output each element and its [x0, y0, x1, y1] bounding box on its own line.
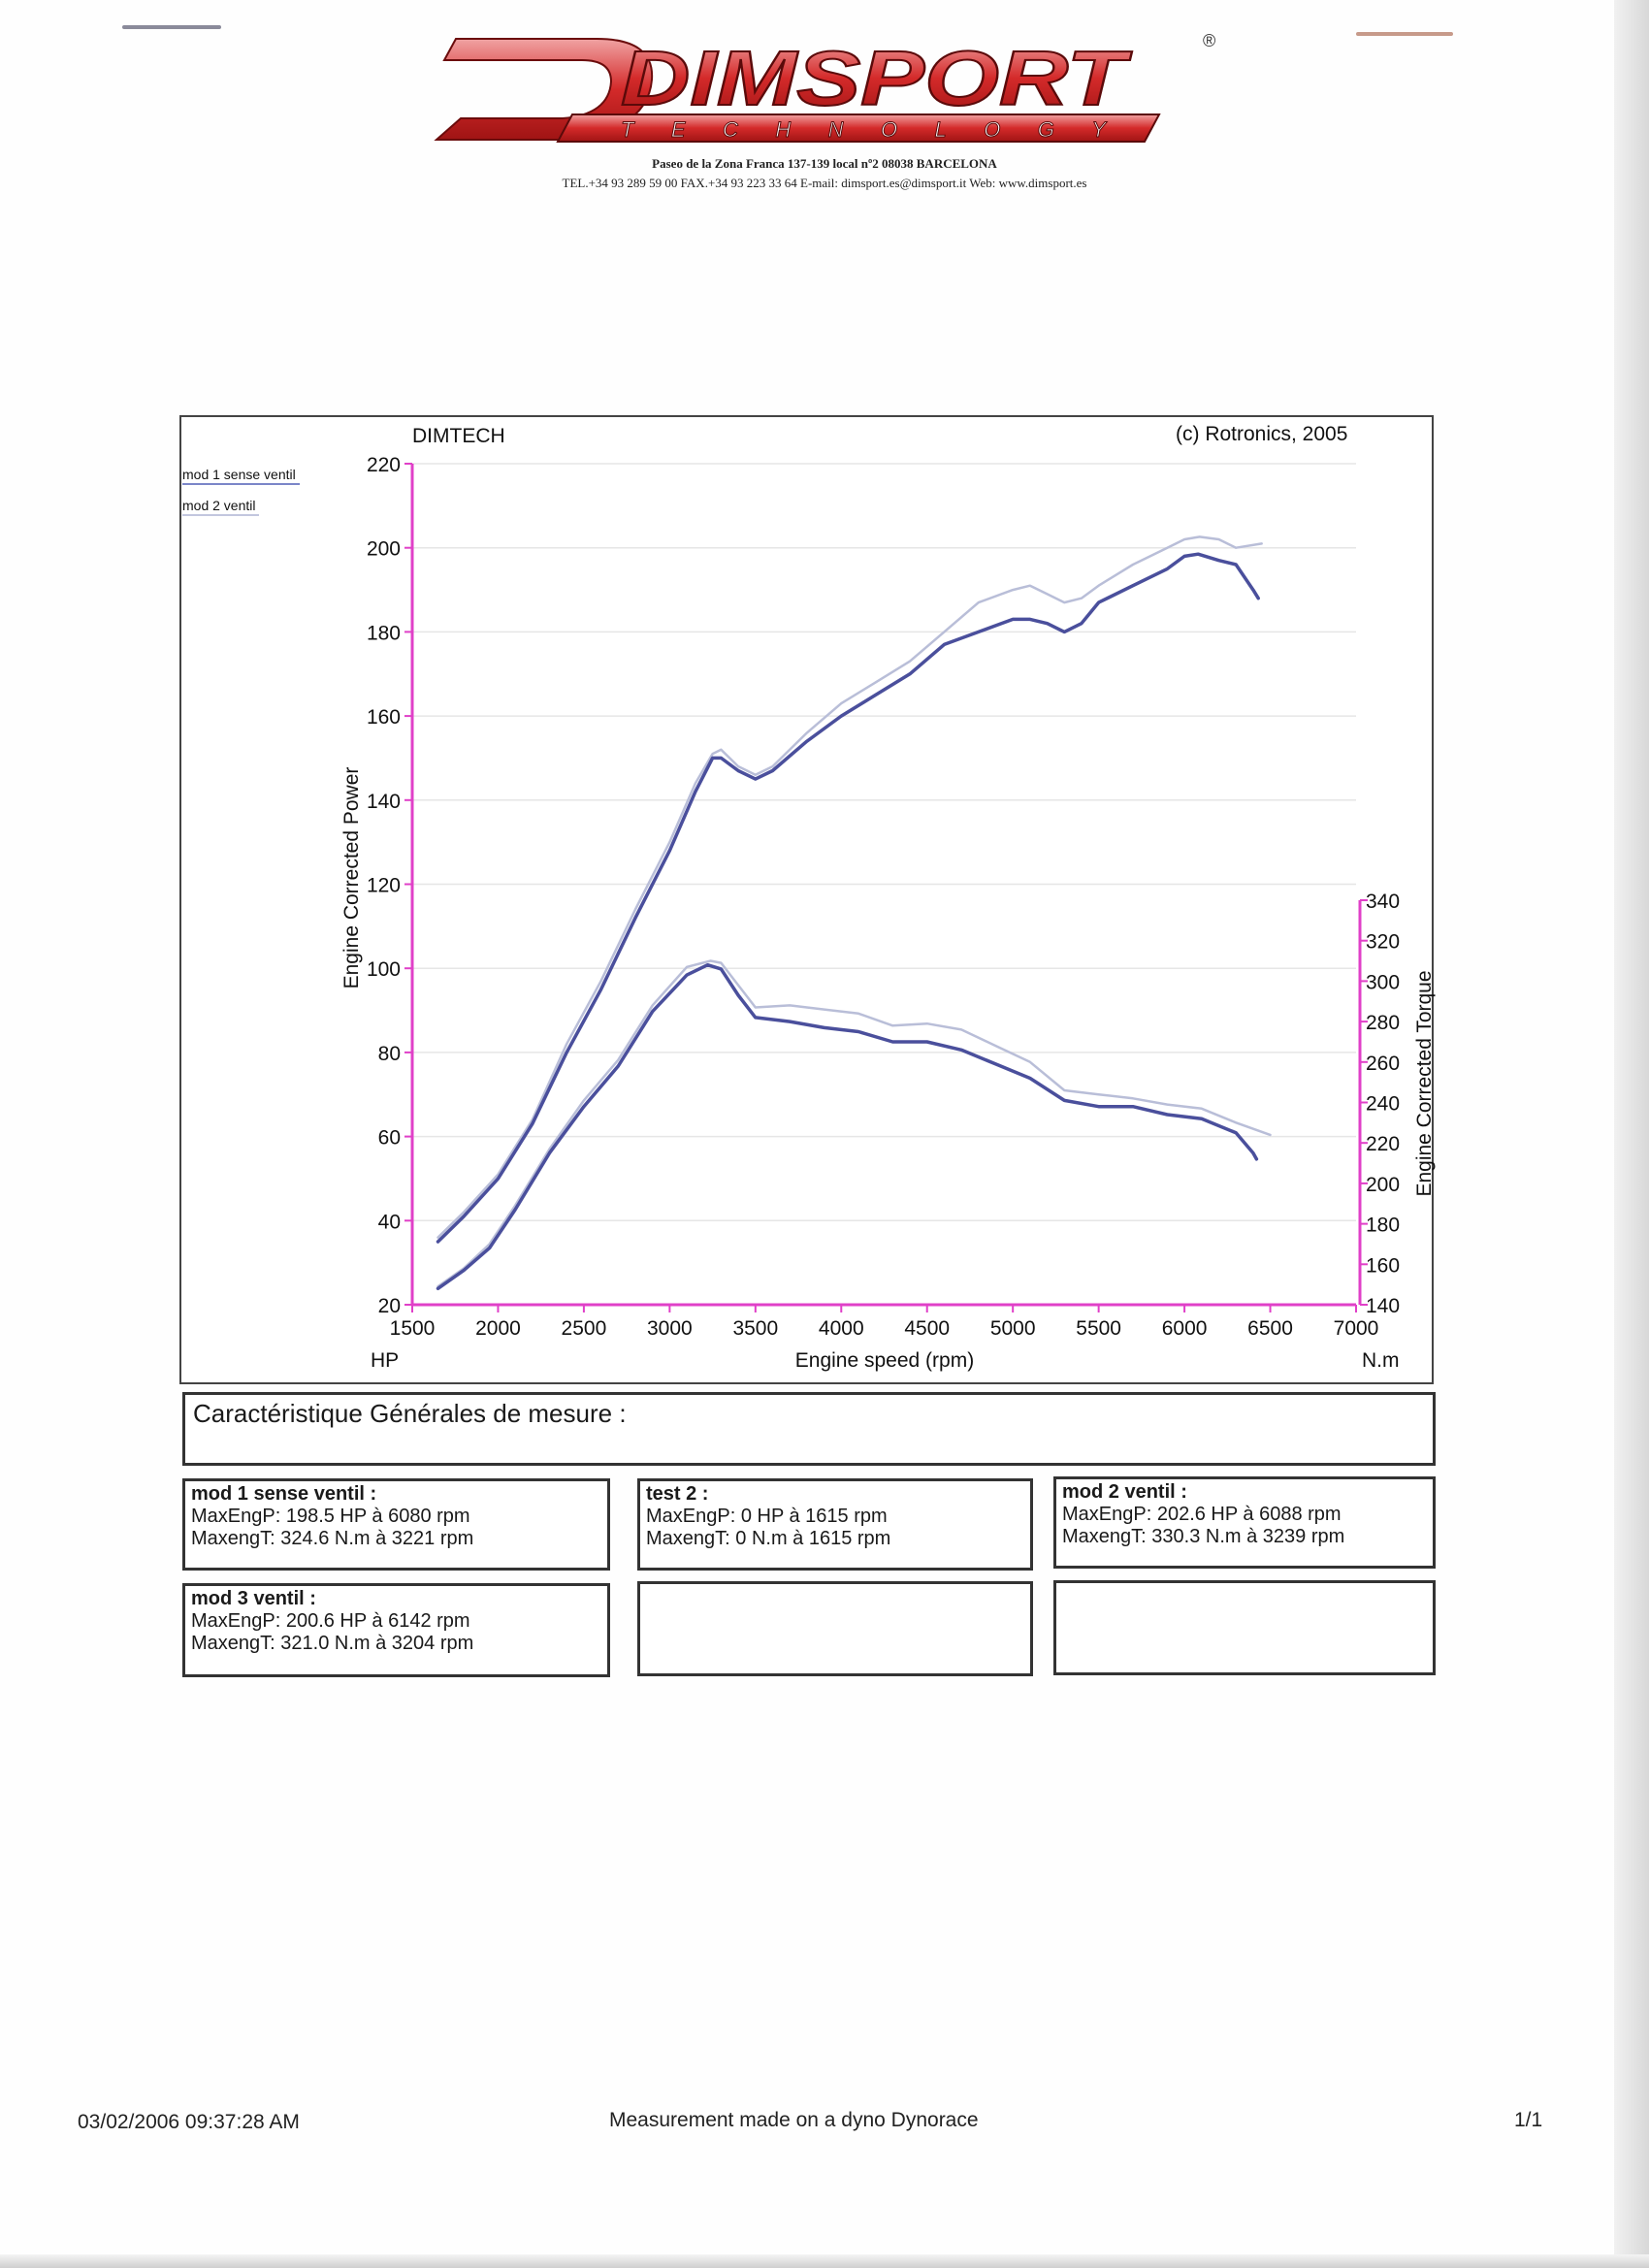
y-right-axis-title: Engine Corrected Torque	[1413, 970, 1436, 1196]
result-max-torque: MaxengT: 321.0 N.m à 3204 rpm	[191, 1633, 474, 1654]
result-max-power: MaxEngP: 200.6 HP à 6142 rpm	[191, 1610, 470, 1632]
result-box-mod1: mod 1 sense ventil : MaxEngP: 198.5 HP à…	[182, 1478, 610, 1571]
result-title: mod 1 sense ventil :	[191, 1483, 377, 1505]
scan-mark-left	[122, 25, 221, 29]
characteristics-title: Caractéristique Générales de mesure :	[193, 1399, 627, 1428]
y-right-tick-label: 200	[1366, 1174, 1400, 1196]
y-left-tick-label: 120	[367, 875, 401, 897]
address-line-2: TEL.+34 93 289 59 00 FAX.+34 93 223 33 6…	[562, 176, 1087, 190]
y-right-tick-label: 280	[1366, 1012, 1400, 1034]
result-box-mod2: mod 2 ventil : MaxEngP: 202.6 HP à 6088 …	[1053, 1476, 1436, 1569]
y-left-tick-label: 140	[367, 791, 401, 813]
result-max-power: MaxEngP: 198.5 HP à 6080 rpm	[191, 1506, 470, 1527]
series-line-power-mod1	[436, 552, 1260, 1244]
x-tick-label: 4500	[904, 1317, 950, 1340]
y-right-tick-label: 300	[1366, 971, 1400, 993]
result-max-power: MaxEngP: 0 HP à 1615 rpm	[646, 1506, 888, 1527]
y-right-tick-label: 320	[1366, 931, 1400, 954]
series-line-power-mod2	[436, 535, 1263, 1239]
result-box-test2: test 2 : MaxEngP: 0 HP à 1615 rpm Maxeng…	[637, 1478, 1033, 1571]
result-box-empty-2	[1053, 1580, 1436, 1675]
y-left-tick-label: 40	[378, 1211, 401, 1233]
y-left-tick-label: 220	[367, 454, 401, 476]
characteristics-box: Caractéristique Générales de mesure :	[182, 1392, 1436, 1466]
result-max-power: MaxEngP: 202.6 HP à 6088 rpm	[1062, 1504, 1342, 1525]
y-left-tick-label: 80	[378, 1043, 401, 1065]
result-title: mod 3 ventil :	[191, 1588, 316, 1609]
y-right-tick-label: 260	[1366, 1053, 1400, 1075]
y-right-tick-label: 220	[1366, 1133, 1400, 1155]
y-right-tick-label: 160	[1366, 1254, 1400, 1277]
y-right-tick-label: 180	[1366, 1215, 1400, 1237]
y-left-tick-label: 20	[378, 1295, 401, 1317]
scan-mark-right	[1356, 32, 1453, 36]
y-left-tick-label: 100	[367, 958, 401, 981]
y-left-tick-label: 200	[367, 538, 401, 561]
x-tick-label: 5000	[990, 1317, 1036, 1340]
result-max-torque: MaxengT: 324.6 N.m à 3221 rpm	[191, 1528, 474, 1549]
footer-datetime: 03/02/2006 09:37:28 AM	[78, 2111, 300, 2133]
series-line-torque-mod1	[436, 962, 1259, 1291]
dimsport-logo: DIMSPORT TECHNOLOGY ®	[434, 31, 1215, 143]
y-left-tick-label: 180	[367, 622, 401, 644]
y-right-tick-label: 240	[1366, 1093, 1400, 1116]
result-box-mod3: mod 3 ventil : MaxEngP: 200.6 HP à 6142 …	[182, 1583, 610, 1677]
chart-title-right: (c) Rotronics, 2005	[1176, 423, 1348, 445]
x-tick-label: 7000	[1334, 1317, 1379, 1340]
x-tick-label: 3500	[732, 1317, 778, 1340]
x-tick-label: 3000	[647, 1317, 693, 1340]
address-line-1: Paseo de la Zona Franca 137-139 local nº…	[652, 156, 997, 171]
legend-item-mod2: mod 2 ventil	[182, 498, 260, 516]
registered-mark: ®	[1203, 31, 1215, 50]
scan-bottom-edge	[0, 2254, 1649, 2268]
left-unit-label: HP	[371, 1349, 399, 1372]
y-left-tick-label: 60	[378, 1127, 401, 1150]
result-box-empty-1	[637, 1581, 1033, 1676]
x-tick-label: 1500	[390, 1317, 436, 1340]
right-unit-label: N.m	[1362, 1349, 1400, 1372]
result-max-torque: MaxengT: 0 N.m à 1615 rpm	[646, 1528, 891, 1549]
logo-main-text: DIMSPORT	[621, 35, 1133, 121]
x-axis-title: Engine speed (rpm)	[795, 1349, 974, 1372]
scan-right-edge	[1614, 0, 1649, 2268]
series-line-torque-mod2	[436, 959, 1272, 1288]
result-max-torque: MaxengT: 330.3 N.m à 3239 rpm	[1062, 1526, 1345, 1547]
footer-note: Measurement made on a dyno Dynorace	[609, 2109, 979, 2131]
y-right-tick-label: 340	[1366, 891, 1400, 913]
footer-page: 1/1	[1514, 2109, 1543, 2131]
x-tick-label: 6500	[1247, 1317, 1293, 1340]
y-right-tick-label: 140	[1366, 1295, 1400, 1317]
legend-item-mod1: mod 1 sense ventil	[182, 467, 300, 485]
x-tick-label: 2000	[475, 1317, 521, 1340]
chart-frame	[179, 415, 1434, 1384]
result-title: test 2 :	[646, 1483, 709, 1505]
x-tick-label: 2500	[562, 1317, 607, 1340]
chart-title-left: DIMTECH	[412, 425, 505, 447]
x-tick-label: 4000	[819, 1317, 864, 1340]
x-tick-label: 5500	[1076, 1317, 1121, 1340]
y-left-axis-title: Engine Corrected Power	[340, 767, 363, 989]
y-left-tick-label: 160	[367, 706, 401, 729]
x-tick-label: 6000	[1162, 1317, 1208, 1340]
result-title: mod 2 ventil :	[1062, 1481, 1187, 1503]
